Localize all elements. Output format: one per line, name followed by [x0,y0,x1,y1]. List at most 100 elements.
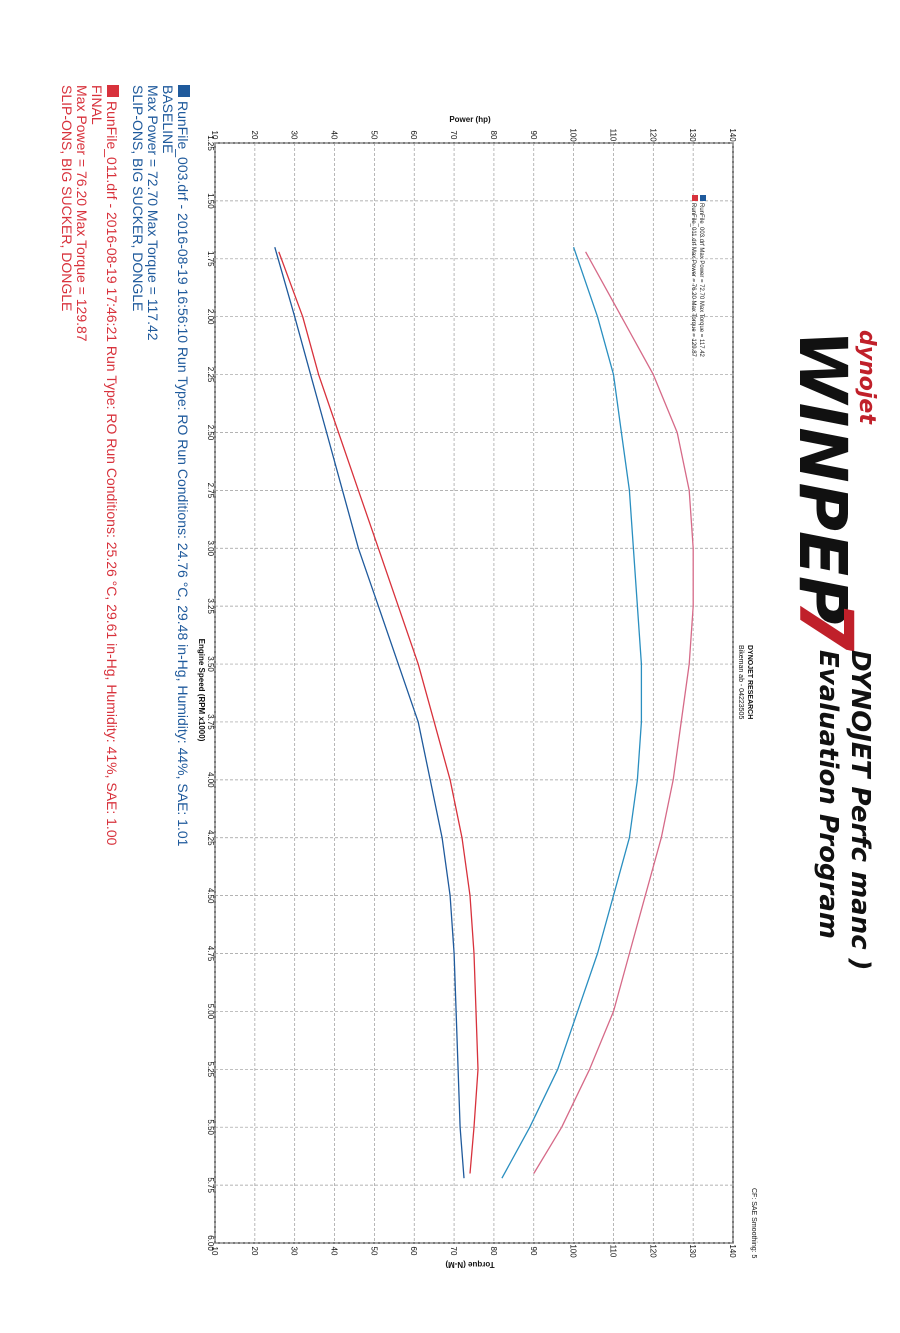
legend-swatch-final [107,85,119,97]
torque-tick-group: 90 [529,1247,538,1256]
torque-tick-group: 20 [250,1247,259,1256]
power-tick-group: 30 [290,131,299,140]
legend-final-line1: RunFile_011.drf - 2016-08-19 17:46:21 Ru… [104,101,120,846]
left-axis-label: Power (hp) [449,115,491,124]
page-title-line2: Evaluation Program [813,650,843,939]
x-tick-group: 4.50 [206,888,215,904]
x-tick-group: 2.00 [206,309,215,325]
torque-tick-label: 110 [608,1245,617,1258]
x-tick-label: 1.25 [206,135,215,151]
power-tick-label: 130 [688,128,697,142]
torque-tick-label: 100 [569,1244,578,1258]
x-tick-group: 3.25 [206,598,215,614]
power-tick-label: 110 [608,129,617,142]
company-name: DYNOJET RESEARCH [746,645,753,719]
x-tick-label: 4.50 [206,888,215,904]
torque-curve-final [533,251,694,1174]
x-tick-label: 5.00 [206,1004,215,1020]
legend-final-line3: Max Power = 76.20 Max Torque = 129.87 [74,85,90,342]
page-title-line1: DYNOJET Perfc manc ) [845,650,875,971]
right-axis-label-group: Torque (N-M) [445,1260,495,1269]
power-tick-label: 80 [489,131,498,140]
torque-tick-label: 10 [210,1247,219,1256]
x-tick-group: 4.00 [206,772,215,788]
torque-tick-group: 140 [728,1244,737,1258]
power-tick-group: 70 [449,131,458,140]
x-tick-group: 4.25 [206,830,215,846]
torque-tick-group: 100 [569,1244,578,1258]
power-tick-group: 140 [728,128,737,142]
torque-tick-label: 140 [728,1244,737,1258]
version-number-logo: 7 [782,600,868,652]
power-tick-group: 50 [369,131,378,140]
x-tick-group: 4.75 [206,946,215,962]
legend-baseline-line3: Max Power = 72.70 Max Torque = 117.42 [145,85,161,341]
power-tick-label: 40 [330,131,339,140]
torque-tick-group: 60 [409,1247,418,1256]
power-tick-group: 80 [489,131,498,140]
ticks: 1.25 1.50 1.75 2.00 2.25 2.50 2.75 3.00 3.25 3.50… [206,128,737,1258]
cf-note-block: CF: SAE Smoothing: 5 [750,1188,757,1259]
x-tick-group: 1.75 [206,251,215,267]
dynojet-small-logo: dynojet [854,330,879,425]
x-tick-group: 3.00 [206,540,215,556]
x-tick-label: 5.75 [206,1177,215,1193]
x-tick-group: 2.75 [206,483,215,499]
power-tick-group: 10 [210,131,219,140]
power-tick-group: 110 [608,129,617,142]
power-curve-final [278,251,479,1174]
x-tick-group: 5.00 [206,1004,215,1020]
power-tick-label: 60 [409,131,418,140]
torque-curve-baseline [501,246,643,1179]
power-tick-label: 50 [369,131,378,140]
torque-tick-label: 130 [688,1244,697,1258]
torque-tick-label: 20 [250,1247,259,1256]
torque-tick-label: 50 [369,1247,378,1256]
torque-tick-label: 30 [290,1247,299,1256]
legend-baseline: RunFile_003.drf - 2016-08-19 16:56:10 Ru… [130,85,191,847]
x-tick-label: 3.00 [206,540,215,556]
power-tick-label: 30 [290,131,299,140]
x-tick-label: 3.25 [206,598,215,614]
power-tick-group: 100 [569,128,578,142]
torque-tick-group: 110 [608,1245,617,1258]
x-tick-label: 1.75 [206,251,215,267]
inner-legend-swatch-baseline [700,195,706,201]
legend-final-line4: SLIP-ONS, BIG SUCKER, DONGLE [59,85,75,311]
power-tick-group: 40 [330,131,339,140]
legend-baseline-line2: BASELINE [160,85,176,153]
torque-tick-label: 60 [409,1247,418,1256]
power-curve-baseline [274,247,465,1179]
torque-tick-group: 80 [489,1247,498,1256]
cf-note: CF: SAE Smoothing: 5 [750,1188,757,1259]
torque-tick-group: 70 [449,1247,458,1256]
customer-id: Bikeman ab - 04223505 [737,645,744,719]
torque-tick-group: 10 [210,1247,219,1256]
company-block: DYNOJET RESEARCH Bikeman ab - 04223505 [737,645,753,719]
x-tick-label: 4.75 [206,946,215,962]
x-tick-label: 3.50 [206,656,215,672]
x-tick-group: 3.75 [206,714,215,730]
x-tick-group: 2.50 [206,425,215,441]
x-tick-label: 2.25 [206,367,215,383]
legend-final: RunFile_011.drf - 2016-08-19 17:46:21 Ru… [59,85,120,846]
plot-frame [214,142,734,1244]
x-tick-label: 4.00 [206,772,215,788]
x-tick-group: 5.25 [206,1062,215,1078]
x-tick-group: 6.00 [206,1235,215,1251]
x-axis-label-group: Engine Speed (RPM x1000) [197,639,206,742]
torque-tick-label: 70 [449,1247,458,1256]
torque-tick-group: 30 [290,1247,299,1256]
power-tick-group: 130 [688,128,697,142]
x-tick-group: 1.50 [206,193,215,209]
x-tick-group: 5.75 [206,1177,215,1193]
legend-final-line2: FINAL [89,85,105,125]
power-tick-label: 90 [529,131,538,140]
power-tick-label: 10 [210,131,219,140]
series-lines [274,246,694,1179]
header: dynojet WINPEP 7 DYNOJET Perfc manc ) Ev… [782,330,879,971]
x-tick-label: 2.00 [206,309,215,325]
x-tick-group: 3.50 [206,656,215,672]
torque-tick-label: 90 [529,1247,538,1256]
